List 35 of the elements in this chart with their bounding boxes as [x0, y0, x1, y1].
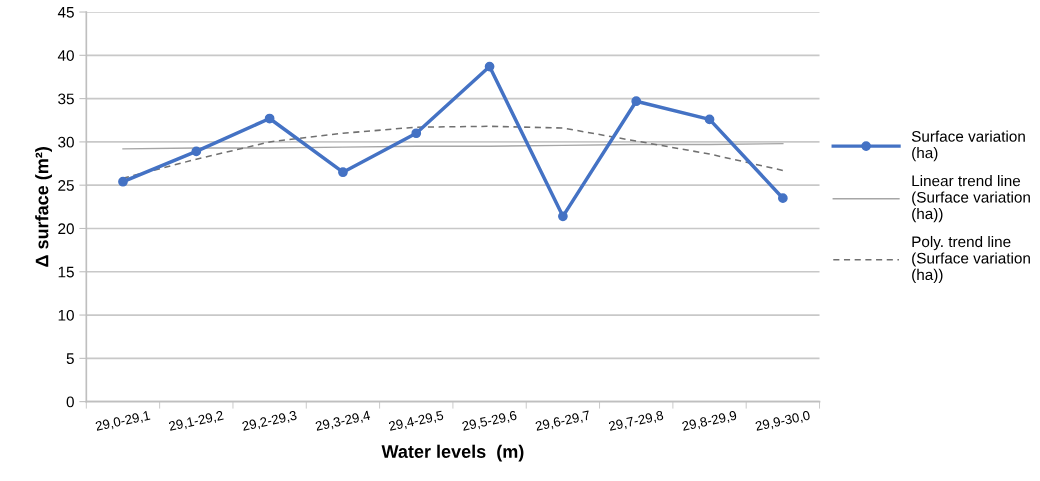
- x-tick-label: 29,5-29,6: [461, 410, 518, 433]
- y-tick-label: 30: [58, 136, 74, 148]
- legend-label: Surface variation (ha): [911, 130, 1025, 162]
- y-tick-label: 0: [66, 396, 74, 408]
- x-tick-label: 29,0-29,1: [95, 410, 151, 433]
- y-tick-label: 5: [66, 353, 74, 365]
- x-axis-title: Water levels (m): [381, 444, 524, 462]
- point: [264, 113, 275, 124]
- y-tick-label: 45: [57, 7, 74, 18]
- y-tick-label: 40: [57, 50, 74, 61]
- x-tick-label: 29,2-29,3: [241, 410, 298, 433]
- point: [118, 176, 128, 187]
- x-tick-label: 29,8-29,9: [681, 410, 738, 433]
- x-tick-label: 29,6-29,7: [535, 410, 591, 433]
- x-tick-label: 29,3-29,4: [315, 410, 371, 433]
- y-tick-label: 15: [58, 266, 74, 278]
- point: [338, 167, 348, 178]
- y-tick-label: 35: [58, 93, 74, 105]
- point: [484, 61, 495, 72]
- legend-label: Poly. trend line (Surface variation (ha)): [912, 235, 1030, 284]
- legend-label: Linear trend line (Surface variation (ha)): [912, 175, 1030, 223]
- point: [777, 193, 788, 204]
- x-tick-label: 29,7-29,8: [608, 410, 664, 433]
- point: [558, 211, 568, 222]
- y-tick-label: 25: [58, 180, 74, 191]
- point: [411, 128, 422, 139]
- x-tick-label: 29,9-30,0: [755, 410, 811, 433]
- point: [191, 146, 202, 157]
- y-tick-label: 10: [58, 309, 74, 321]
- y-axis-title: Δ surface (m²): [35, 147, 52, 267]
- x-tick-label: 29,1-29,2: [168, 410, 224, 433]
- point: [704, 114, 715, 125]
- y-tick-label: 20: [58, 223, 74, 235]
- point: [631, 96, 642, 107]
- x-tick-label: 29,4-29,5: [388, 410, 445, 433]
